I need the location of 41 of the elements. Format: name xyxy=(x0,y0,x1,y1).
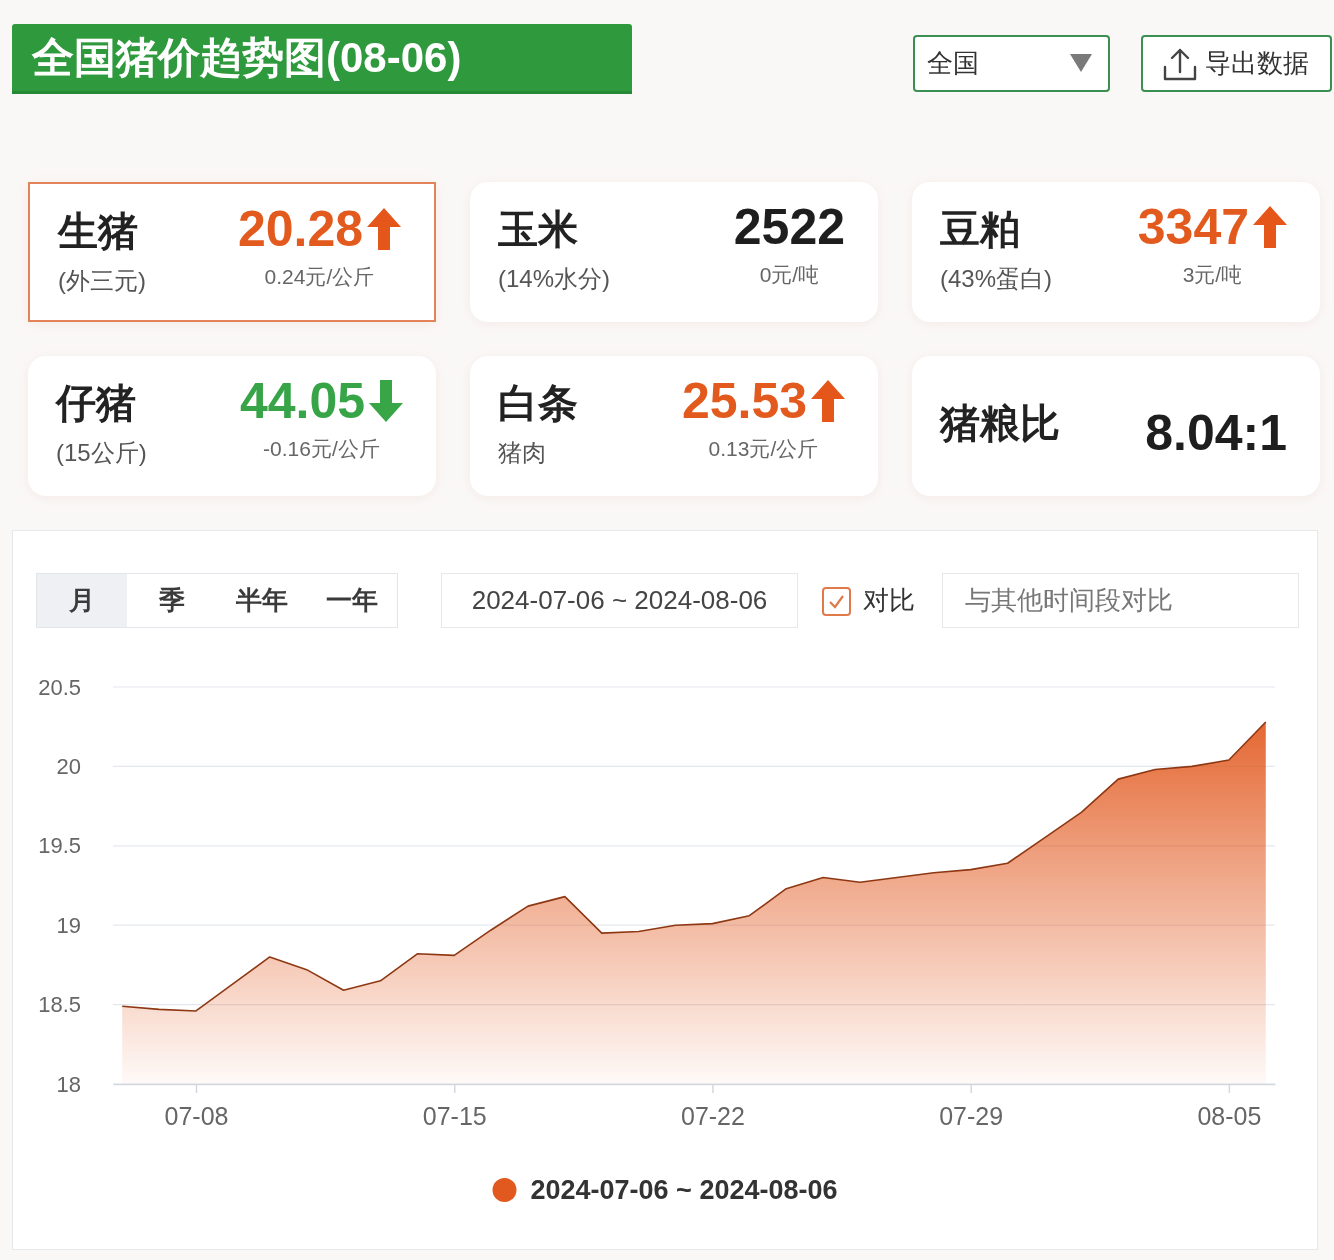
text: 0.13元/公斤 xyxy=(708,436,819,462)
text: -0.16元/公斤 xyxy=(263,436,380,462)
y-tick-label: 20.5 xyxy=(38,674,81,700)
text: 白条 xyxy=(498,380,578,426)
text: (14%水分) xyxy=(498,264,611,294)
text: 生猪 xyxy=(58,208,138,254)
text: 0.24元/公斤 xyxy=(264,264,375,290)
text: 3347 xyxy=(1137,199,1249,255)
text: 豆粕 xyxy=(940,206,1020,252)
x-tick-label: 08-05 xyxy=(1197,1101,1262,1130)
text: 2522 xyxy=(733,199,845,255)
text: 20.28 xyxy=(237,201,363,257)
dropdown: 全国 xyxy=(913,35,1110,92)
button: 导出数据 xyxy=(1141,35,1332,92)
text: 对比 xyxy=(863,584,915,617)
x-tick-label: 07-08 xyxy=(164,1101,229,1130)
y-tick-label: 19 xyxy=(56,912,81,938)
text: 8.04:1 xyxy=(1145,405,1287,461)
tab-bar: 月 季 半年 一年 xyxy=(36,573,398,628)
x-tick-label: 07-15 xyxy=(422,1101,487,1130)
text: 0元/吨 xyxy=(759,262,820,288)
text: 猪肉 xyxy=(498,438,546,468)
date-range-field: 2024-07-06 ~ 2024-08-06 xyxy=(441,573,798,628)
x-tick-label: 07-29 xyxy=(939,1101,1004,1130)
legend-label: 2024-07-06 ~ 2024-08-06 xyxy=(530,1175,838,1206)
text: 仔猪 xyxy=(56,380,136,426)
text: 猪粮比 xyxy=(940,400,1060,446)
y-tick-label: 19.5 xyxy=(38,833,81,859)
text: 3元/吨 xyxy=(1182,262,1243,288)
text: 44.05 xyxy=(239,373,365,429)
text: 玉米 xyxy=(498,206,578,252)
text: 25.53 xyxy=(681,373,807,429)
x-tick-label: 07-22 xyxy=(680,1101,745,1130)
text: 全国猪价趋势图(08-06) xyxy=(32,33,462,83)
y-tick-label: 20 xyxy=(56,753,81,779)
text: (外三元) xyxy=(58,266,146,296)
y-tick-label: 18 xyxy=(56,1071,81,1097)
text: (43%蛋白) xyxy=(940,264,1053,294)
text: (15公斤) xyxy=(56,438,147,468)
text-field: 与其他时间段对比 xyxy=(942,573,1299,628)
y-tick-label: 18.5 xyxy=(38,992,81,1018)
